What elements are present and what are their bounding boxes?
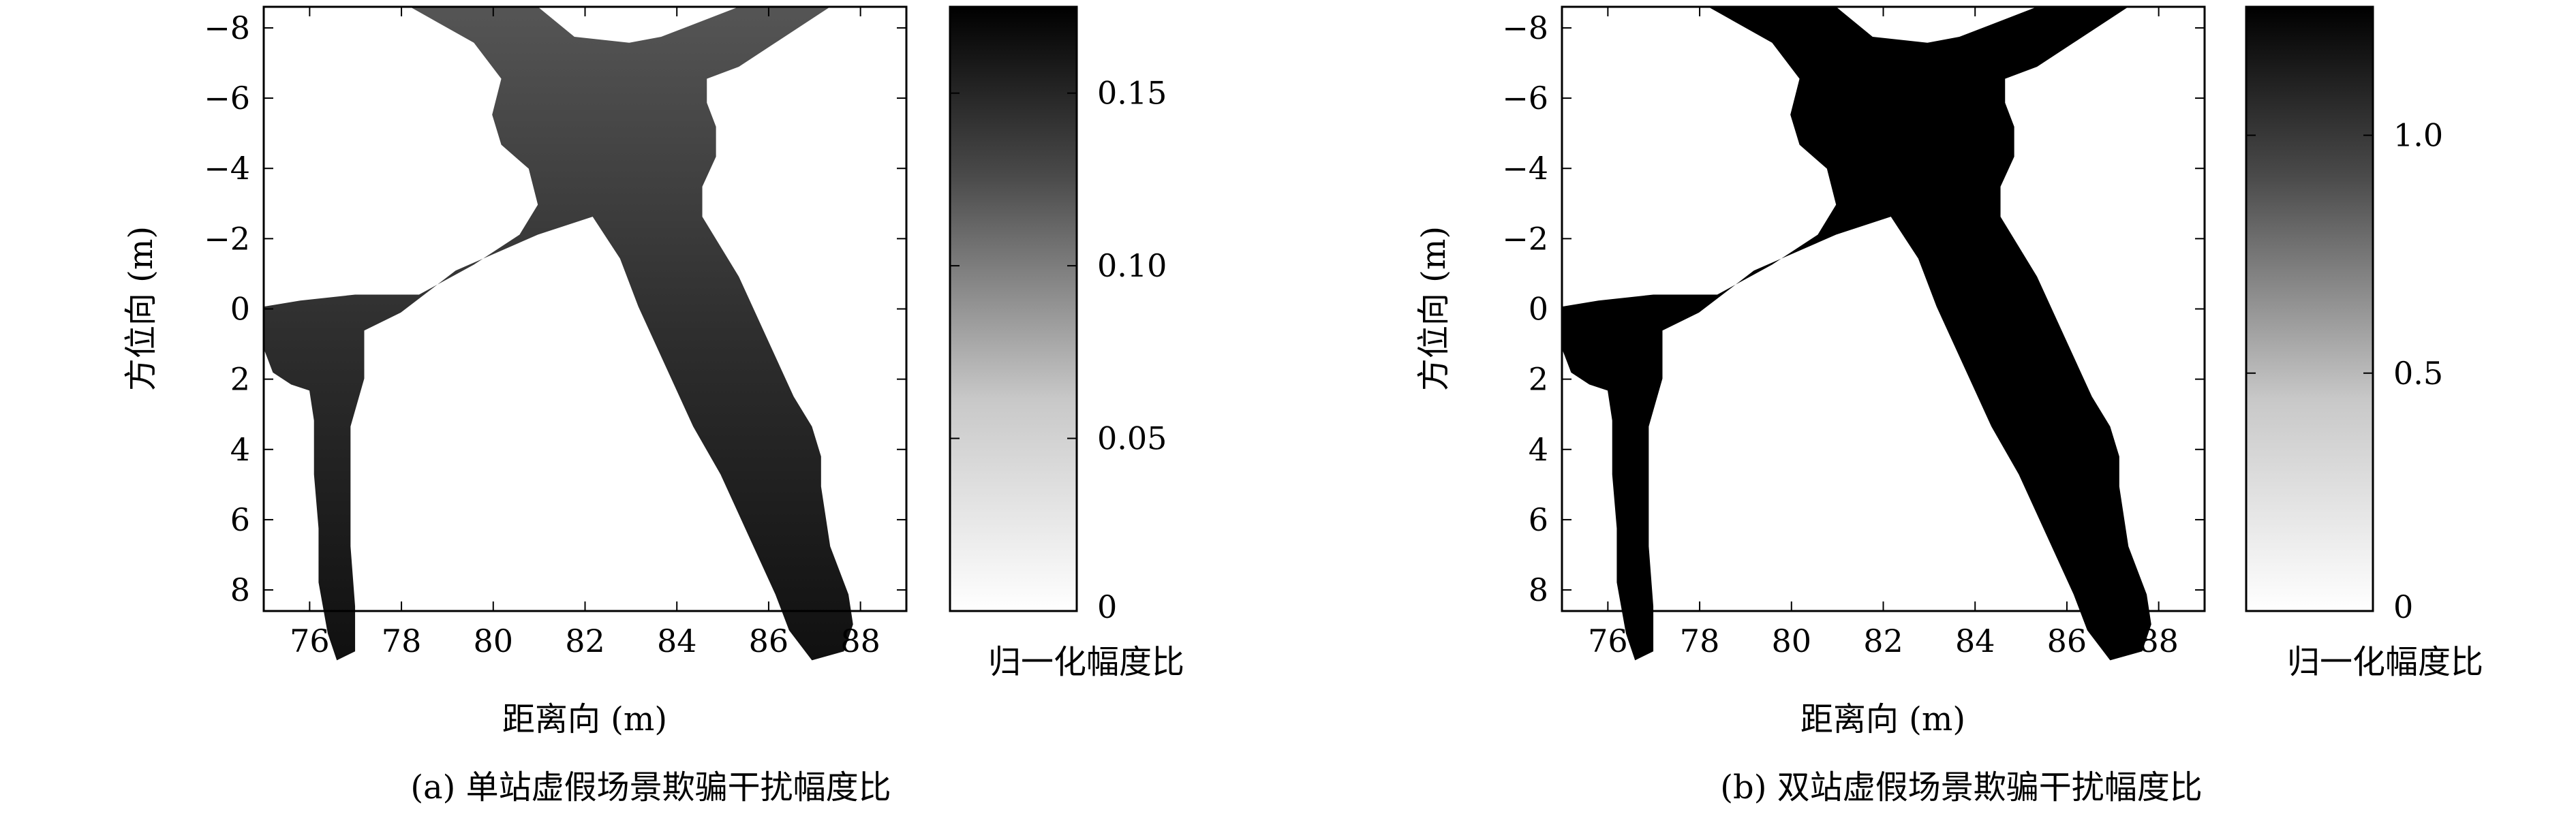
colorbar-tick-label: 0.5 [2393,355,2443,392]
y-tick-label: −2 [1502,220,1548,257]
x-tick-label: 78 [382,623,422,659]
colorbar-tick-label: 0 [1097,589,1117,625]
y-tick-label: 0 [1529,291,1548,328]
panel-a: 76 78 80 82 84 86 88 −8 −6 −4 −2 0 2 4 6 8 距离向 (m) 方位向… [122,5,1184,807]
colorbar-tick-label: 0.05 [1097,420,1167,457]
y-axis-label: 方位向 (m) [122,226,160,391]
x-axis-label: 距离向 (m) [502,700,667,738]
x-tick-label: 78 [1680,623,1720,659]
y-tick-label: 6 [230,501,250,538]
x-tick-label: 84 [1955,623,1995,659]
y-tick-label: −4 [1502,150,1548,187]
colorbar-frame [949,5,1078,612]
aircraft-heatmap-shape [1562,7,2151,661]
colorbar-ticks: 0 0.05 0.10 0.15 [950,75,1167,625]
aircraft-heatmap-shape [264,7,853,661]
y-tick-label: 6 [1529,501,1548,538]
x-tick-label: 82 [565,623,605,659]
y-tick-label: −8 [1502,10,1548,46]
x-axis: 76 78 80 82 84 86 88 [1588,7,2179,659]
y-tick-label: −2 [204,220,250,257]
y-tick-label: −4 [204,150,250,187]
x-tick-label: 88 [2138,623,2179,659]
colorbar [950,7,1077,611]
x-tick-label: 82 [1863,623,1903,659]
y-tick-label: 4 [1529,431,1548,468]
panel-b: 76 78 80 82 84 86 88 −8 −6 −4 −2 0 2 4 6 8 距离向 (m) 方位向… [1415,5,2483,807]
x-tick-label: 84 [657,623,697,659]
y-tick-label: −8 [204,10,250,46]
x-axis-label: 距离向 (m) [1800,700,1965,738]
x-tick-label: 86 [2047,623,2087,659]
colorbar-label: 归一化幅度比 [988,643,1184,681]
y-axis-label: 方位向 (m) [1415,226,1453,391]
y-tick-label: −6 [1502,80,1548,116]
colorbar-tick-label: 0.10 [1097,247,1167,284]
y-tick-label: 0 [230,291,250,328]
x-tick-label: 80 [1772,623,1812,659]
panel-caption: (a) 单站虚假场景欺骗干扰幅度比 [410,768,891,807]
x-tick-label: 86 [749,623,789,659]
colorbar [2246,7,2373,611]
colorbar-tick-label: 0.15 [1097,75,1167,112]
colorbar-tick-label: 0 [2393,589,2413,625]
x-tick-label: 80 [474,623,514,659]
colorbar-label: 归一化幅度比 [2287,643,2483,681]
x-tick-label: 76 [1588,623,1628,659]
colorbar-ticks: 0 0.5 1.0 [2246,117,2443,625]
y-axis: −8 −6 −4 −2 0 2 4 6 8 [204,10,906,608]
y-tick-label: 2 [230,361,250,398]
colorbar-tick-label: 1.0 [2393,117,2443,154]
panel-caption: (b) 双站虚假场景欺骗干扰幅度比 [1720,768,2202,807]
x-axis: 76 78 80 82 84 86 88 [290,7,880,659]
colorbar-frame [2245,5,2374,612]
y-tick-label: 4 [230,431,250,468]
y-tick-label: 2 [1529,361,1548,398]
y-tick-label: 8 [1529,572,1548,608]
y-tick-label: 8 [230,572,250,608]
x-tick-label: 88 [840,623,880,659]
y-tick-label: −6 [204,80,250,116]
x-tick-label: 76 [290,623,330,659]
y-axis: −8 −6 −4 −2 0 2 4 6 8 [1502,10,2205,608]
